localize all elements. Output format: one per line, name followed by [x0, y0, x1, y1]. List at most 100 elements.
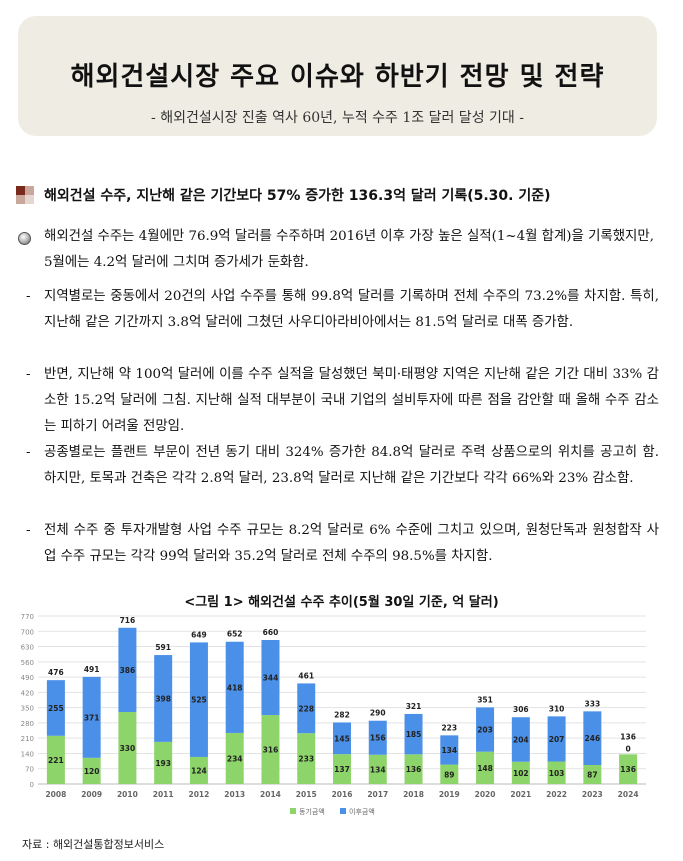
page-title: 해외건설시장 주요 이슈와 하반기 전망 및 전략	[70, 62, 605, 92]
main-bullet-text: 해외건설 수주는 4월에만 76.9억 달러를 수주하며 2016년 이후 가장…	[44, 229, 654, 270]
data-label: 134	[370, 765, 386, 774]
x-tick-label: 2024	[618, 790, 639, 799]
data-label: 0	[626, 744, 631, 753]
bar-segment-domestic	[476, 751, 495, 784]
data-label: 398	[155, 694, 171, 703]
bar-segment-after	[225, 641, 244, 733]
bar-segment-after	[297, 683, 316, 734]
data-label: 102	[513, 769, 529, 778]
data-label: 185	[406, 730, 422, 739]
sub-bullet: - 공종별로는 플랜트 부문이 전년 동기 대비 324% 증가한 84.8억 …	[26, 440, 659, 492]
legend-swatch-after	[340, 808, 346, 814]
bar-segment-after	[333, 722, 351, 755]
bar-segment-domestic	[404, 754, 423, 784]
bar-segment-after	[189, 642, 208, 757]
total-label: 591	[155, 643, 171, 652]
data-label: 148	[477, 764, 493, 773]
bar-segment-after	[440, 735, 459, 765]
dash-marker: -	[26, 523, 31, 538]
data-label: 203	[477, 726, 493, 735]
bar-segment-domestic	[440, 764, 459, 784]
y-tick-label: 140	[21, 750, 34, 758]
bar-segment-after	[154, 655, 173, 742]
total-label: 290	[370, 709, 386, 718]
section-heading-text: 해외건설 수주, 지난해 같은 기간보다 57% 증가한 136.3억 달러 기…	[44, 188, 551, 204]
x-tick-label: 2008	[45, 790, 66, 799]
bar-segment-after	[46, 680, 65, 736]
data-label: 136	[406, 765, 422, 774]
x-tick-label: 2021	[510, 790, 531, 799]
total-label: 476	[48, 668, 64, 677]
bar-segment-after	[511, 717, 530, 762]
y-tick-label: 70	[25, 766, 34, 774]
sub-bullet: - 반면, 지난해 약 100억 달러에 이를 수주 실적을 달성했던 북미·태…	[26, 362, 659, 440]
y-tick-label: 420	[21, 689, 34, 697]
y-tick-label: 560	[21, 659, 34, 667]
bar-segment-domestic	[189, 756, 208, 784]
legend-label: 동기금액	[299, 807, 325, 816]
total-label: 351	[477, 695, 493, 704]
bar-segment-after	[261, 640, 280, 716]
total-label: 223	[441, 723, 457, 732]
bar-segment-domestic	[82, 757, 101, 784]
bar-segment-domestic	[46, 735, 65, 784]
data-label: 525	[191, 696, 207, 705]
x-tick-label: 2011	[153, 790, 174, 799]
data-label: 371	[84, 713, 100, 722]
x-tick-label: 2019	[439, 790, 460, 799]
y-tick-label: 490	[21, 674, 34, 682]
x-tick-label: 2010	[117, 790, 138, 799]
data-label: 228	[298, 704, 314, 713]
x-tick-label: 2009	[81, 790, 102, 799]
sub-bullet: - 전체 수주 중 투자개발형 사업 수주 규모는 8.2억 달러로 6% 수준…	[26, 518, 659, 570]
x-tick-label: 2022	[546, 790, 567, 799]
data-label: 418	[227, 683, 243, 692]
data-label: 193	[155, 759, 171, 768]
total-label: 716	[120, 616, 136, 625]
data-label: 156	[370, 734, 386, 743]
total-label: 321	[406, 702, 422, 711]
x-tick-label: 2012	[189, 790, 210, 799]
x-tick-label: 2016	[332, 790, 353, 799]
bar-segment-after	[118, 627, 137, 712]
data-label: 204	[513, 735, 529, 744]
bar-segment-domestic	[368, 754, 387, 784]
title-box: 해외건설시장 주요 이슈와 하반기 전망 및 전략 - 해외건설시장 진출 역사…	[18, 16, 657, 136]
data-label: 103	[549, 769, 565, 778]
dash-marker: -	[26, 289, 31, 304]
data-label: 87	[587, 771, 597, 780]
bar-segment-domestic	[511, 761, 530, 784]
data-label: 234	[227, 754, 243, 763]
x-tick-label: 2015	[296, 790, 317, 799]
x-tick-label: 2014	[260, 790, 281, 799]
legend-swatch-domestic	[290, 808, 296, 814]
bar-segment-after	[547, 716, 566, 762]
data-label: 255	[48, 704, 64, 713]
data-label: 246	[585, 734, 601, 743]
data-label: 137	[334, 765, 350, 774]
data-label: 344	[263, 674, 279, 683]
sub-bullet-text: 반면, 지난해 약 100억 달러에 이를 수주 실적을 달성했던 북미·태평양…	[44, 367, 659, 434]
square-grid-icon	[16, 186, 34, 204]
bar-segment-domestic	[154, 741, 173, 784]
y-tick-label: 210	[21, 735, 34, 743]
data-label: 386	[120, 666, 136, 675]
bar-segment-domestic	[261, 715, 280, 784]
legend-label: 이후금액	[349, 807, 375, 816]
y-tick-label: 630	[21, 644, 34, 652]
bar-segment-domestic	[118, 712, 137, 784]
main-bullet: 해외건설 수주는 4월에만 76.9억 달러를 수주하며 2016년 이후 가장…	[16, 224, 661, 276]
bar-segment-domestic	[225, 732, 244, 784]
total-label: 660	[263, 628, 279, 637]
data-label: 233	[298, 755, 314, 764]
bar-segment-domestic	[333, 754, 351, 784]
section-heading: 해외건설 수주, 지난해 같은 기간보다 57% 증가한 136.3억 달러 기…	[16, 185, 667, 205]
bar-segment-after	[583, 711, 602, 766]
data-label: 134	[441, 746, 457, 755]
data-label: 89	[444, 770, 454, 779]
x-tick-label: 2020	[475, 790, 496, 799]
y-tick-label: 0	[30, 781, 34, 789]
sub-bullet-text: 공종별로는 플랜트 부문이 전년 동기 대비 324% 증가한 84.8억 달러…	[44, 445, 659, 486]
total-label: 310	[549, 704, 565, 713]
bar-segment-after	[476, 707, 495, 752]
